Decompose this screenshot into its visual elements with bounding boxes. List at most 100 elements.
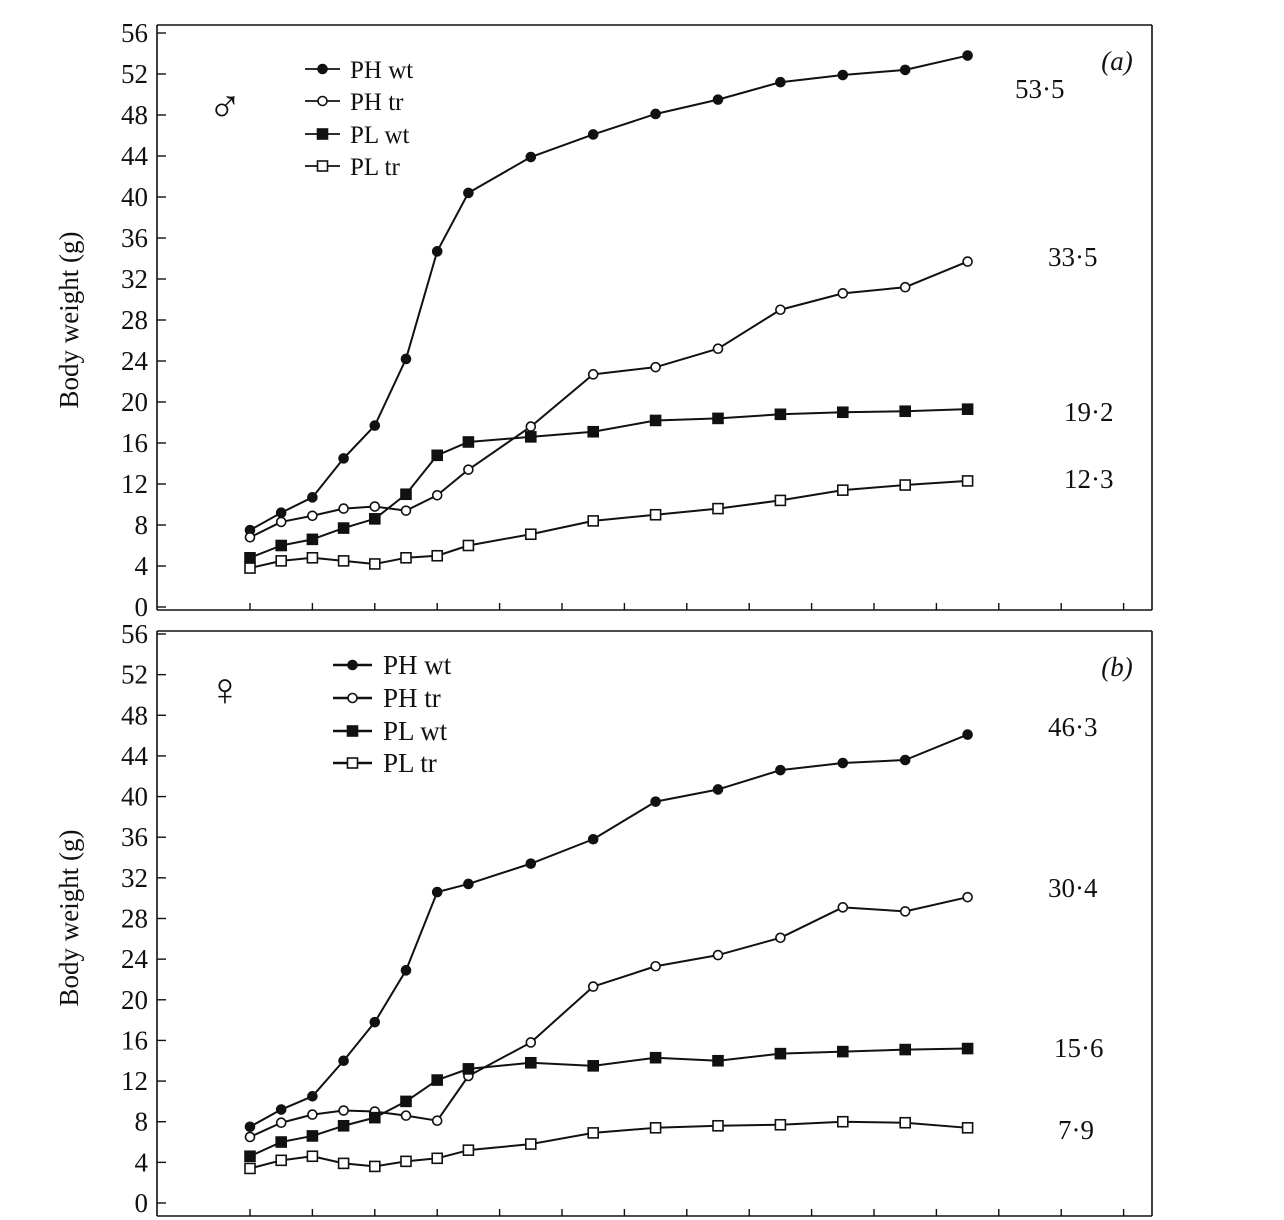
- data-point: [462, 1144, 475, 1156]
- y-tick-label: 36: [121, 223, 148, 253]
- data-point: [775, 932, 786, 944]
- data-point: [899, 1116, 912, 1129]
- data-point: [774, 1118, 787, 1131]
- y-tick-label: 4: [135, 551, 149, 581]
- y-tick-label: 20: [121, 985, 148, 1015]
- data-point: [587, 425, 600, 438]
- data-point: [244, 1121, 256, 1133]
- end-value-label: 33·5: [1048, 242, 1098, 272]
- data-point: [462, 436, 475, 448]
- data-point: [275, 555, 288, 567]
- series-line-pl-wt: [249, 1047, 968, 1158]
- data-point: [306, 551, 319, 564]
- data-point: [899, 64, 911, 76]
- data-point: [775, 304, 786, 316]
- data-point: [650, 960, 661, 972]
- sex-symbol: ♀: [208, 664, 243, 715]
- legend-label: PH tr: [350, 89, 404, 116]
- data-point: [899, 906, 911, 917]
- legend-label: PH wt: [350, 57, 413, 84]
- data-point: [961, 1122, 974, 1134]
- data-point: [899, 405, 912, 418]
- legend-label: PL tr: [383, 748, 437, 778]
- data-point: [400, 965, 412, 976]
- y-axis-title: Body weight (g): [54, 232, 84, 409]
- data-point: [774, 494, 787, 507]
- y-tick-label: 20: [121, 387, 148, 417]
- legend-marker: [347, 659, 358, 671]
- data-point: [244, 1162, 256, 1175]
- data-point: [431, 489, 443, 501]
- data-point: [463, 464, 474, 475]
- data-point: [275, 1104, 287, 1115]
- series-line-ph-tr: [249, 260, 968, 539]
- data-point: [650, 796, 661, 807]
- data-point: [587, 1060, 600, 1072]
- legend-marker: [316, 160, 329, 172]
- data-point: [338, 1105, 349, 1116]
- data-point: [431, 1074, 444, 1086]
- data-point: [587, 129, 599, 140]
- data-point: [712, 1119, 724, 1132]
- data-point: [649, 1122, 662, 1134]
- data-point: [962, 256, 973, 267]
- data-point: [961, 475, 974, 487]
- y-tick-label: 52: [121, 660, 148, 690]
- data-point: [400, 1155, 412, 1168]
- data-point: [463, 878, 474, 890]
- data-point: [431, 1152, 444, 1165]
- y-tick-label: 32: [121, 264, 148, 294]
- y-tick-label: 8: [135, 510, 149, 540]
- legend-marker: [317, 95, 328, 107]
- data-point: [649, 414, 662, 427]
- data-point: [649, 508, 662, 521]
- y-tick-label: 56: [121, 619, 148, 649]
- data-point: [307, 1109, 318, 1120]
- data-point: [650, 361, 661, 373]
- data-point: [306, 533, 319, 546]
- y-tick-label: 0: [135, 592, 149, 622]
- data-point: [712, 1054, 724, 1067]
- data-point: [369, 501, 381, 512]
- data-point: [337, 1157, 350, 1170]
- end-value-label: 30·4: [1048, 873, 1098, 903]
- data-point: [587, 515, 600, 527]
- y-tick-label: 12: [121, 1066, 148, 1096]
- data-point: [587, 1127, 600, 1139]
- data-point: [244, 531, 256, 543]
- data-point: [337, 555, 350, 567]
- data-point: [368, 1160, 381, 1173]
- sex-symbol: ♂: [208, 81, 243, 132]
- data-point: [338, 503, 349, 514]
- data-point: [712, 343, 724, 355]
- data-point: [525, 858, 537, 869]
- data-point: [775, 764, 786, 776]
- data-point: [307, 492, 318, 503]
- data-point: [431, 246, 443, 257]
- data-point: [962, 891, 973, 903]
- data-point: [337, 1119, 350, 1132]
- y-tick-label: 28: [121, 305, 148, 335]
- data-point: [306, 1130, 319, 1142]
- end-value-label: 53·5: [1015, 74, 1065, 104]
- end-value-label: 15·6: [1054, 1033, 1104, 1063]
- data-point: [836, 484, 849, 496]
- data-point: [524, 1056, 537, 1069]
- data-point: [525, 1037, 537, 1048]
- legend-marker: [316, 128, 329, 140]
- y-tick-label: 32: [121, 863, 148, 893]
- data-point: [369, 1016, 381, 1028]
- data-point: [244, 1150, 256, 1163]
- series-line-ph-wt: [249, 733, 968, 1128]
- data-point: [837, 757, 849, 769]
- end-value-label: 7·9: [1058, 1115, 1094, 1145]
- data-point: [775, 76, 786, 88]
- y-tick-label: 36: [121, 822, 148, 852]
- data-point: [712, 412, 724, 425]
- data-point: [368, 1111, 381, 1124]
- data-point: [962, 729, 973, 740]
- data-point: [836, 1045, 849, 1058]
- data-point: [525, 421, 537, 432]
- data-point: [712, 949, 724, 961]
- data-point: [306, 1150, 319, 1163]
